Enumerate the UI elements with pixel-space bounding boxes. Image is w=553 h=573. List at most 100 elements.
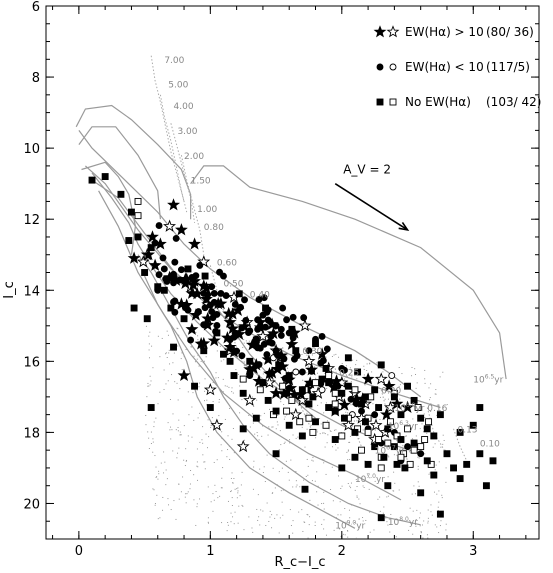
field-star-dot xyxy=(375,417,377,419)
circle-filled-point xyxy=(289,313,297,321)
field-star-dot xyxy=(323,412,325,414)
field-star-dot xyxy=(307,465,309,467)
square-filled-point xyxy=(298,386,306,394)
circle-filled-point xyxy=(162,275,170,283)
field-star-dot xyxy=(333,354,335,356)
field-star-dot xyxy=(164,461,166,463)
circle-filled-point xyxy=(217,290,225,297)
field-star-dot xyxy=(187,491,189,493)
field-star-dot xyxy=(157,403,159,405)
field-star-dot xyxy=(257,519,259,521)
field-star-dot xyxy=(415,525,417,527)
field-star-dot xyxy=(382,371,384,373)
field-star-dot xyxy=(409,507,411,509)
plot-frame xyxy=(45,5,540,540)
square-filled-point xyxy=(235,290,243,298)
field-star-dot xyxy=(263,466,265,468)
field-star-dot xyxy=(415,435,417,437)
circle-filled-point xyxy=(267,333,275,340)
field-star-dot xyxy=(304,521,306,523)
field-star-dot xyxy=(229,407,231,409)
field-star-dot xyxy=(190,470,192,472)
field-star-dot xyxy=(258,439,260,441)
square-filled-point xyxy=(226,357,234,365)
field-star-dot xyxy=(203,360,205,362)
field-star-dot xyxy=(185,348,187,350)
isochrone-line xyxy=(91,172,421,455)
isochrone-labels: 106.5yr 106.0yr 106.3yr 106.7yr 107.0yr 108.0… xyxy=(335,374,503,532)
y-tick-label: 18 xyxy=(23,426,40,441)
field-star-dot xyxy=(215,377,217,379)
field-star-dot xyxy=(239,412,241,414)
field-star-dot xyxy=(167,422,169,424)
field-star-dot xyxy=(341,485,343,487)
field-star-dot xyxy=(348,449,350,451)
field-star-dot xyxy=(374,429,376,431)
field-star-dot xyxy=(387,398,389,400)
field-star-dot xyxy=(434,469,436,471)
square-filled-point xyxy=(285,372,293,379)
circle-filled-point xyxy=(237,303,245,311)
square-filled-point xyxy=(206,404,214,411)
field-star-dot xyxy=(230,491,232,493)
field-star-dot xyxy=(301,509,303,511)
field-star-dot xyxy=(197,354,199,356)
field-star-dot xyxy=(309,516,311,518)
square-open-point xyxy=(427,460,435,468)
field-star-dot xyxy=(148,357,150,359)
field-star-dot xyxy=(212,510,214,512)
circle-filled-point xyxy=(259,311,267,319)
square-filled-point xyxy=(239,425,247,433)
field-star-dot xyxy=(374,428,376,430)
field-star-dot xyxy=(177,430,179,432)
field-star-dot xyxy=(199,441,201,443)
field-star-dot xyxy=(146,396,148,398)
field-star-dot xyxy=(197,417,199,419)
y-tick-label: 12 xyxy=(23,213,40,228)
square-filled-point xyxy=(362,393,369,401)
field-star-dot xyxy=(362,485,364,487)
field-star-dot xyxy=(414,493,416,495)
field-star-dot xyxy=(303,479,305,481)
circle-filled-point xyxy=(347,395,355,403)
field-star-dot xyxy=(214,484,216,486)
field-star-dot xyxy=(366,363,368,365)
square-open-point xyxy=(322,421,330,429)
star-filled-point xyxy=(269,386,283,399)
circle-filled-point xyxy=(200,321,208,329)
field-star-dot xyxy=(217,377,219,379)
star-filled-point xyxy=(285,337,299,350)
field-star-dot xyxy=(173,352,175,354)
field-star-dot xyxy=(386,436,388,438)
square-filled-point xyxy=(390,393,398,401)
field-star-dot xyxy=(198,386,200,388)
field-star-dot xyxy=(408,529,410,531)
field-star-dot xyxy=(172,362,174,364)
field-star-dot xyxy=(350,370,352,372)
field-star-dot xyxy=(213,461,215,463)
field-star-dot xyxy=(351,376,353,378)
field-star-dot xyxy=(248,516,250,518)
field-star-dot xyxy=(207,521,209,523)
square-open-point xyxy=(410,446,418,454)
circle-filled-point xyxy=(233,347,241,355)
circle-filled-point xyxy=(245,329,252,337)
y-tick-label: 10 xyxy=(23,142,40,157)
star-open-point xyxy=(197,254,211,268)
field-star-dot xyxy=(218,415,220,417)
field-star-dot xyxy=(394,482,396,484)
field-star-dot xyxy=(363,374,365,376)
star-filled-point xyxy=(361,372,375,385)
field-star-dot xyxy=(440,520,442,522)
field-star-dot xyxy=(396,440,398,442)
field-star-dot xyxy=(346,375,348,377)
field-star-dot xyxy=(363,368,365,370)
field-star-dot xyxy=(222,378,224,380)
field-star-dot xyxy=(428,473,430,475)
field-star-dot xyxy=(374,480,376,482)
field-star-dot xyxy=(145,325,147,327)
field-star-dot xyxy=(341,363,343,365)
field-star-dot xyxy=(262,510,264,512)
square-filled-point xyxy=(410,396,418,404)
field-star-dot xyxy=(196,389,198,391)
